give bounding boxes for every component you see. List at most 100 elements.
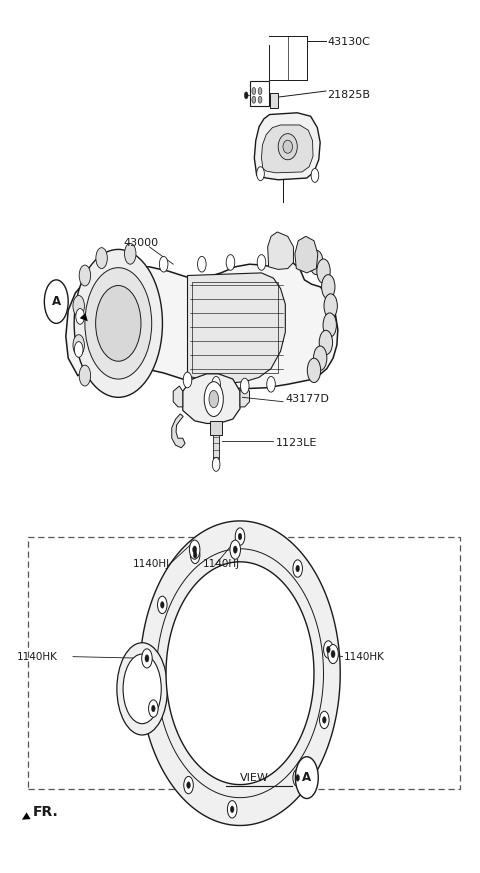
- Circle shape: [79, 365, 91, 386]
- Circle shape: [317, 259, 330, 284]
- Circle shape: [226, 255, 235, 271]
- Circle shape: [142, 649, 152, 668]
- Circle shape: [157, 596, 167, 614]
- Circle shape: [320, 711, 329, 729]
- Circle shape: [296, 774, 300, 781]
- Circle shape: [192, 546, 197, 553]
- Polygon shape: [140, 521, 340, 826]
- Text: FR.: FR.: [33, 806, 58, 820]
- Circle shape: [183, 372, 192, 388]
- Text: VIEW: VIEW: [240, 773, 269, 782]
- Circle shape: [235, 528, 245, 546]
- Circle shape: [44, 280, 68, 323]
- Bar: [250, 81, 269, 106]
- Circle shape: [160, 601, 164, 608]
- Circle shape: [293, 560, 302, 577]
- Circle shape: [73, 334, 84, 355]
- Circle shape: [198, 257, 206, 272]
- Circle shape: [233, 546, 237, 553]
- Circle shape: [295, 757, 318, 799]
- Polygon shape: [254, 113, 320, 180]
- Circle shape: [238, 533, 242, 540]
- Circle shape: [296, 565, 300, 572]
- Polygon shape: [66, 263, 338, 388]
- Ellipse shape: [85, 268, 152, 379]
- Bar: [213, 435, 219, 459]
- Circle shape: [74, 341, 83, 357]
- Circle shape: [310, 251, 323, 275]
- Circle shape: [152, 705, 155, 711]
- Circle shape: [331, 650, 335, 657]
- Polygon shape: [188, 273, 285, 383]
- Polygon shape: [166, 562, 314, 785]
- Text: 1140HK: 1140HK: [17, 651, 58, 662]
- Circle shape: [117, 643, 168, 735]
- Circle shape: [267, 376, 276, 392]
- Polygon shape: [240, 386, 250, 407]
- Circle shape: [96, 248, 108, 269]
- Bar: [192, 282, 278, 373]
- Circle shape: [159, 257, 168, 272]
- Circle shape: [324, 294, 337, 318]
- Circle shape: [313, 346, 327, 370]
- Text: 43177D: 43177D: [285, 394, 329, 404]
- Circle shape: [319, 330, 333, 354]
- Text: 21825B: 21825B: [327, 90, 371, 100]
- Circle shape: [326, 646, 330, 653]
- Text: 1140HJ: 1140HJ: [203, 560, 240, 569]
- Circle shape: [252, 87, 256, 94]
- Text: 43130C: 43130C: [327, 38, 370, 47]
- Circle shape: [252, 96, 256, 103]
- Bar: [210, 421, 222, 435]
- Circle shape: [193, 552, 197, 558]
- Ellipse shape: [74, 250, 162, 397]
- Circle shape: [324, 641, 333, 658]
- Circle shape: [204, 382, 223, 416]
- Circle shape: [328, 644, 338, 663]
- Circle shape: [228, 801, 237, 818]
- Text: 1140HJ: 1140HJ: [133, 560, 170, 569]
- Circle shape: [230, 540, 240, 560]
- Circle shape: [145, 655, 149, 662]
- Circle shape: [184, 776, 193, 794]
- Polygon shape: [183, 374, 240, 423]
- Circle shape: [212, 457, 220, 471]
- Polygon shape: [172, 414, 185, 448]
- Circle shape: [323, 313, 336, 337]
- Circle shape: [190, 540, 200, 560]
- Circle shape: [76, 308, 84, 324]
- Circle shape: [79, 265, 91, 286]
- Text: 43000: 43000: [123, 238, 158, 248]
- Circle shape: [149, 700, 158, 718]
- Bar: [28, 537, 459, 789]
- Circle shape: [293, 769, 302, 787]
- Circle shape: [323, 717, 326, 723]
- Circle shape: [124, 244, 136, 265]
- Ellipse shape: [96, 285, 141, 361]
- Circle shape: [257, 255, 266, 271]
- Circle shape: [240, 378, 249, 394]
- Circle shape: [209, 390, 218, 408]
- Text: A: A: [52, 295, 61, 308]
- Circle shape: [258, 87, 262, 94]
- Polygon shape: [295, 237, 318, 273]
- Circle shape: [212, 376, 220, 392]
- Ellipse shape: [278, 134, 297, 160]
- Text: A: A: [302, 771, 312, 784]
- Circle shape: [322, 275, 335, 299]
- Circle shape: [123, 654, 161, 724]
- Polygon shape: [262, 125, 313, 173]
- Ellipse shape: [283, 141, 292, 154]
- Circle shape: [244, 92, 248, 99]
- Circle shape: [311, 168, 319, 182]
- Text: 1123LE: 1123LE: [276, 437, 317, 448]
- Bar: [270, 93, 278, 108]
- Circle shape: [307, 358, 321, 382]
- Polygon shape: [268, 232, 293, 270]
- Circle shape: [73, 296, 84, 316]
- Polygon shape: [173, 386, 183, 407]
- Circle shape: [257, 167, 264, 181]
- Circle shape: [230, 806, 234, 813]
- Circle shape: [258, 96, 262, 103]
- Text: 1140HK: 1140HK: [344, 651, 385, 662]
